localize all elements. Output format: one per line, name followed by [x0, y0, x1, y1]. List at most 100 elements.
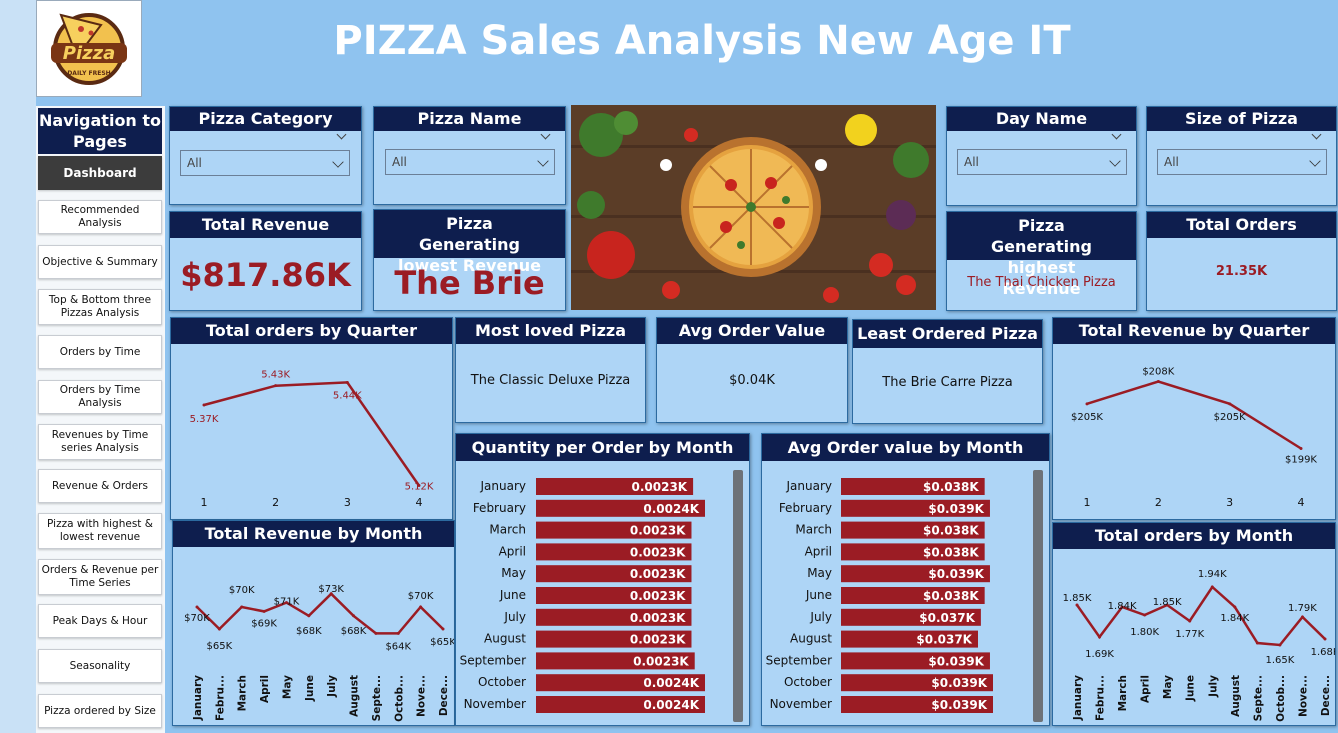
avg-order-value-value: $0.04K [729, 373, 775, 388]
bar[interactable] [536, 499, 705, 517]
data-point[interactable] [352, 614, 356, 618]
bar[interactable] [536, 608, 692, 626]
data-point[interactable] [217, 627, 221, 631]
nav-revenues-time-series-button[interactable]: Revenues by Time series Analysis [38, 424, 162, 460]
bar[interactable] [536, 521, 692, 539]
y-tick-label: May [807, 566, 832, 580]
bar[interactable] [536, 543, 692, 561]
nav-dashboard-button[interactable]: Dashboard [38, 156, 162, 190]
nav-size-button[interactable]: Pizza ordered by Size [38, 694, 162, 728]
revenue-by-month-chart: Total Revenue by Month $70K January $65K Fe… [172, 520, 455, 726]
nav-orders-revenue-time-button[interactable]: Orders & Revenue per Time Series [38, 559, 162, 595]
data-point[interactable] [202, 403, 206, 407]
bar[interactable] [536, 696, 705, 713]
data-point[interactable] [274, 384, 278, 388]
bar[interactable] [841, 674, 993, 692]
nav-orders-by-time-button[interactable]: Orders by Time [38, 335, 162, 369]
data-point[interactable] [1299, 447, 1303, 451]
data-point[interactable] [1156, 379, 1160, 383]
data-label: $71K [274, 597, 300, 608]
data-point[interactable] [1075, 603, 1079, 607]
pizza-name-dropdown[interactable]: All [385, 149, 555, 175]
data-point[interactable] [1120, 605, 1124, 609]
bar[interactable] [536, 587, 692, 604]
nav-top-bottom-button[interactable]: Top & Bottom three Pizzas Analysis [38, 289, 162, 325]
nav-recommended-analysis-button[interactable]: Recommended Analysis [38, 200, 162, 234]
data-label: $73K [318, 584, 344, 595]
data-point[interactable] [1210, 585, 1214, 589]
bar[interactable] [841, 565, 990, 583]
bar[interactable] [841, 543, 985, 561]
data-label: 1.84K [1108, 601, 1137, 612]
data-point[interactable] [1085, 402, 1089, 406]
nav-orders-by-time-analysis-button[interactable]: Orders by Time Analysis [38, 380, 162, 414]
nav-highest-lowest-button[interactable]: Pizza with highest & lowest revenue [38, 513, 162, 549]
nav-seasonality-button[interactable]: Seasonality [38, 649, 162, 683]
bar[interactable] [841, 521, 985, 539]
data-point[interactable] [417, 484, 421, 488]
logo-text: Pizza [63, 43, 115, 64]
data-point[interactable] [262, 609, 266, 613]
data-point[interactable] [1098, 635, 1102, 639]
y-tick-label: April [805, 544, 832, 558]
data-point[interactable] [345, 380, 349, 384]
data-label: $70K [229, 585, 255, 596]
data-label: $205K [1214, 412, 1246, 423]
x-tick-label: January [1072, 675, 1084, 721]
bar[interactable] [841, 587, 985, 604]
chevron-down-icon[interactable] [336, 129, 347, 140]
bar[interactable] [536, 630, 692, 648]
quantity-per-order-plot: January 0.0023K February 0.0024K March 0.0023… [460, 478, 705, 713]
data-point[interactable] [1255, 641, 1259, 645]
data-point[interactable] [1300, 615, 1304, 619]
bar[interactable] [536, 652, 695, 670]
data-point[interactable] [1188, 619, 1192, 623]
avg-order-chart-scrollbar[interactable] [1033, 470, 1043, 722]
data-label: $0.038K [923, 480, 979, 494]
data-label: 1.79K [1288, 603, 1317, 614]
size-dropdown[interactable]: All [1157, 149, 1327, 175]
data-point[interactable] [374, 631, 378, 635]
bar[interactable] [841, 608, 981, 626]
chevron-down-icon[interactable] [540, 129, 551, 140]
bar[interactable] [841, 696, 993, 713]
data-point[interactable] [284, 601, 288, 605]
bar[interactable] [841, 652, 990, 670]
x-tick-label: 1 [201, 496, 208, 509]
quantity-chart-scrollbar[interactable] [733, 470, 743, 722]
pizza-name-filter-label: Pizza Name [374, 107, 565, 131]
data-point[interactable] [396, 631, 400, 635]
chevron-down-icon[interactable] [1111, 129, 1122, 140]
pizza-category-dropdown[interactable]: All [180, 150, 350, 176]
data-point[interactable] [1323, 637, 1327, 641]
nav-peak-days-button[interactable]: Peak Days & Hour [38, 604, 162, 638]
bar[interactable] [536, 478, 694, 495]
x-tick-label: Octob... [1275, 675, 1287, 722]
y-tick-label: March [795, 523, 832, 537]
data-point[interactable] [441, 627, 445, 631]
avg-order-value-month-title: Avg Order value by Month [762, 434, 1049, 461]
x-tick-label: 2 [1155, 496, 1162, 509]
data-point[interactable] [1143, 613, 1147, 617]
data-label: $65K [430, 637, 455, 648]
nav-revenue-orders-button[interactable]: Revenue & Orders [38, 469, 162, 503]
data-point[interactable] [195, 605, 199, 609]
chevron-down-icon[interactable] [1311, 129, 1322, 140]
data-point[interactable] [419, 605, 423, 609]
day-name-dropdown[interactable]: All [957, 149, 1127, 175]
data-point[interactable] [1278, 643, 1282, 647]
bar[interactable] [536, 565, 692, 583]
data-point[interactable] [329, 592, 333, 596]
bar[interactable] [841, 499, 990, 517]
day-name-value: All [964, 155, 979, 169]
bar[interactable] [841, 630, 978, 648]
data-label: 1.80K [1130, 627, 1159, 638]
bar[interactable] [841, 478, 985, 495]
data-point[interactable] [307, 614, 311, 618]
nav-objective-summary-button[interactable]: Objective & Summary [38, 245, 162, 279]
data-point[interactable] [240, 605, 244, 609]
data-point[interactable] [1233, 605, 1237, 609]
bar[interactable] [536, 674, 705, 692]
data-point[interactable] [1165, 603, 1169, 607]
data-point[interactable] [1228, 402, 1232, 406]
